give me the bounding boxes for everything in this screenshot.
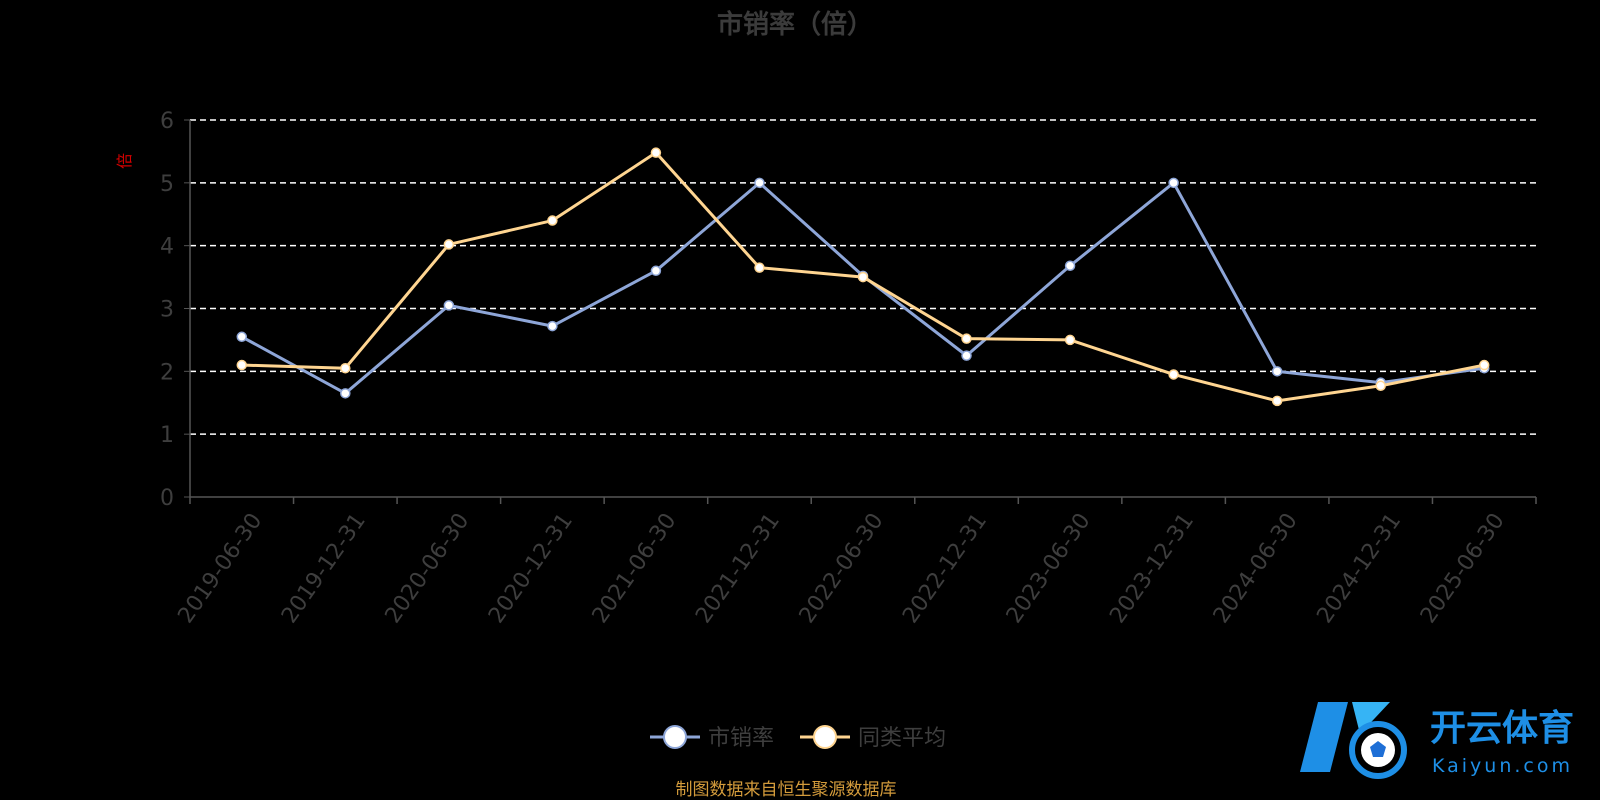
kaiyun-logo: 开云体育 Kaiyun.com [1300, 702, 1574, 779]
series-line [241, 181, 1485, 395]
series-1 [236, 177, 1490, 399]
x-tick-label: 2023-12-31 [1105, 509, 1199, 628]
x-tick-label: 2021-12-31 [691, 509, 785, 628]
data-point [443, 239, 455, 250]
x-tick-label: 2019-06-30 [173, 509, 267, 628]
data-point [1478, 359, 1490, 371]
data-point [650, 147, 662, 158]
legend[interactable]: 市销率 同类平均 [650, 725, 946, 751]
data-point [961, 333, 972, 344]
x-tick-label: 2024-12-31 [1312, 509, 1406, 628]
data-point [547, 215, 558, 226]
grid-lines [190, 119, 1536, 435]
x-tick-label: 2022-06-30 [795, 509, 889, 628]
watermark-domain: Kaiyun.com [1432, 755, 1573, 777]
watermark-name: 开云体育 [1430, 708, 1574, 749]
data-point [754, 262, 765, 273]
x-tick-label: 2023-06-30 [1002, 509, 1096, 628]
data-point [857, 271, 869, 283]
y-tick-label: 6 [160, 109, 174, 134]
data-point [754, 177, 765, 189]
data-point [236, 359, 248, 371]
x-tick-label: 2024-06-30 [1209, 509, 1303, 628]
data-point [1168, 177, 1179, 189]
y-tick-label: 4 [160, 235, 174, 260]
legend-item[interactable]: 市销率 [650, 725, 774, 751]
legend-swatch-marker [813, 725, 837, 749]
legend-label: 同类平均 [858, 726, 946, 751]
x-tick-label: 2025-06-30 [1416, 509, 1510, 628]
x-tick-label: 2020-06-30 [381, 509, 475, 628]
data-point [236, 331, 248, 343]
source-note: 制图数据来自恒生聚源数据库 [676, 780, 897, 800]
data-point [547, 320, 558, 332]
x-tick-label: 2021-06-30 [588, 509, 682, 628]
y-tick-label: 0 [160, 486, 174, 511]
data-point [1064, 260, 1076, 272]
data-point [1168, 369, 1179, 380]
y-tick-label: 5 [160, 172, 174, 197]
x-tick-label: 2019-12-31 [277, 509, 371, 628]
y-axis-unit: 倍 [115, 153, 134, 169]
y-tick-label: 1 [160, 423, 174, 448]
y-tick-label: 3 [160, 298, 174, 323]
data-point [961, 350, 972, 361]
data-point [650, 265, 662, 277]
x-tick-label: 2022-12-31 [898, 509, 992, 628]
series-2 [236, 147, 1490, 407]
kaiyun-k-emblem [1300, 702, 1407, 779]
data-point [1375, 380, 1386, 392]
data-point [1064, 334, 1076, 346]
legend-label: 市销率 [708, 726, 774, 751]
series-layer [236, 147, 1490, 407]
x-tick-label: 2020-12-31 [484, 509, 578, 628]
legend-swatch-marker [663, 725, 687, 749]
data-point [443, 300, 455, 311]
data-point [1271, 395, 1283, 407]
chart-title: 市销率（倍） [717, 9, 873, 40]
data-point [1271, 366, 1283, 377]
y-tick-label: 2 [160, 360, 174, 385]
data-point [340, 362, 351, 374]
data-point [340, 388, 351, 399]
legend-item[interactable]: 同类平均 [800, 725, 946, 751]
